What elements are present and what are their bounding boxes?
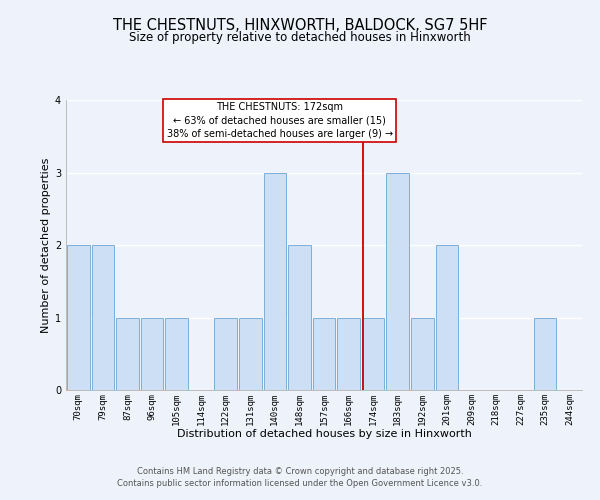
Y-axis label: Number of detached properties: Number of detached properties xyxy=(41,158,51,332)
Bar xyxy=(288,245,311,390)
Text: THE CHESTNUTS: 172sqm
← 63% of detached houses are smaller (15)
38% of semi-deta: THE CHESTNUTS: 172sqm ← 63% of detached … xyxy=(167,102,393,139)
Bar xyxy=(386,172,409,390)
Bar xyxy=(337,318,360,390)
Bar xyxy=(534,318,556,390)
X-axis label: Distribution of detached houses by size in Hinxworth: Distribution of detached houses by size … xyxy=(176,429,472,439)
Bar xyxy=(313,318,335,390)
Bar xyxy=(67,245,89,390)
Text: Size of property relative to detached houses in Hinxworth: Size of property relative to detached ho… xyxy=(129,31,471,44)
Bar xyxy=(263,172,286,390)
Bar xyxy=(92,245,114,390)
Text: Contains HM Land Registry data © Crown copyright and database right 2025.
Contai: Contains HM Land Registry data © Crown c… xyxy=(118,466,482,487)
Bar xyxy=(214,318,237,390)
Text: THE CHESTNUTS, HINXWORTH, BALDOCK, SG7 5HF: THE CHESTNUTS, HINXWORTH, BALDOCK, SG7 5… xyxy=(113,18,487,32)
Bar xyxy=(362,318,385,390)
Bar xyxy=(116,318,139,390)
Bar xyxy=(411,318,434,390)
Bar xyxy=(436,245,458,390)
Bar xyxy=(140,318,163,390)
Bar xyxy=(239,318,262,390)
Bar xyxy=(165,318,188,390)
